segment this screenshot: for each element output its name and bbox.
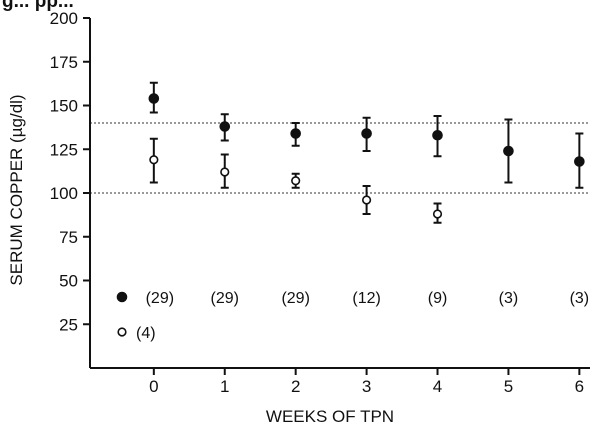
- x-tick-label-6: 6: [575, 377, 584, 396]
- sample-size-label-0: (29): [146, 290, 174, 307]
- y-tick-label-4: 125: [50, 140, 78, 159]
- data-point-s0-6: [574, 156, 585, 167]
- x-axis-label: WEEKS OF TPN: [266, 407, 394, 426]
- sample-size-label-5: (3): [499, 290, 519, 307]
- data-point-s0-0: [148, 93, 160, 104]
- y-tick-label-0: 25: [59, 315, 78, 334]
- y-tick-label-5: 150: [50, 97, 78, 116]
- data-point-s0-4: [432, 129, 443, 141]
- x-tick-label-0: 0: [149, 377, 158, 396]
- data-point-s0-5: [503, 145, 514, 157]
- data-point-s1-2: [291, 176, 301, 186]
- data-point-s1-4: [432, 209, 443, 219]
- y-axis-ticks: 25 50 75 100 125 150 175 200: [50, 9, 90, 334]
- sample-size-label-2: (29): [281, 290, 309, 307]
- data-point-s1-3: [361, 195, 372, 205]
- title-fragment: g... pp...: [2, 0, 74, 12]
- legend-filled-circle-icon: [116, 291, 128, 303]
- x-tick-label-3: 3: [362, 377, 371, 396]
- x-tick-label-2: 2: [291, 377, 300, 396]
- y-tick-label-7: 200: [50, 9, 78, 28]
- data-series: (29) (29) (29) (12) (9) (3) (3): [146, 81, 590, 307]
- y-axis-label: SERUM COPPER (µg/dl): [7, 94, 26, 285]
- data-point-s0-1: [219, 121, 231, 132]
- sample-size-label-3: (12): [352, 290, 380, 307]
- legend: (4): [116, 291, 156, 342]
- y-tick-label-3: 100: [50, 184, 78, 203]
- x-tick-label-4: 4: [433, 377, 442, 396]
- legend-open-circle-icon: [117, 327, 127, 337]
- sample-size-label-4: (9): [428, 290, 448, 307]
- data-point-s0-3: [361, 128, 372, 139]
- x-tick-label-1: 1: [220, 377, 229, 396]
- legend-open-label: (4): [136, 325, 156, 342]
- reference-lines: [90, 122, 590, 194]
- y-tick-label-1: 50: [59, 272, 78, 291]
- data-point-s1-1: [220, 167, 230, 177]
- data-point-s0-2: [290, 128, 301, 139]
- x-axis-ticks: 0 1 2 3 4 5 6: [149, 368, 584, 396]
- data-point-s1-0: [149, 155, 159, 165]
- sample-size-label-1: (29): [211, 290, 239, 307]
- y-tick-label-2: 75: [59, 228, 78, 247]
- y-tick-label-6: 175: [50, 53, 78, 72]
- sample-size-label-6: (3): [570, 290, 590, 307]
- x-tick-label-5: 5: [504, 377, 513, 396]
